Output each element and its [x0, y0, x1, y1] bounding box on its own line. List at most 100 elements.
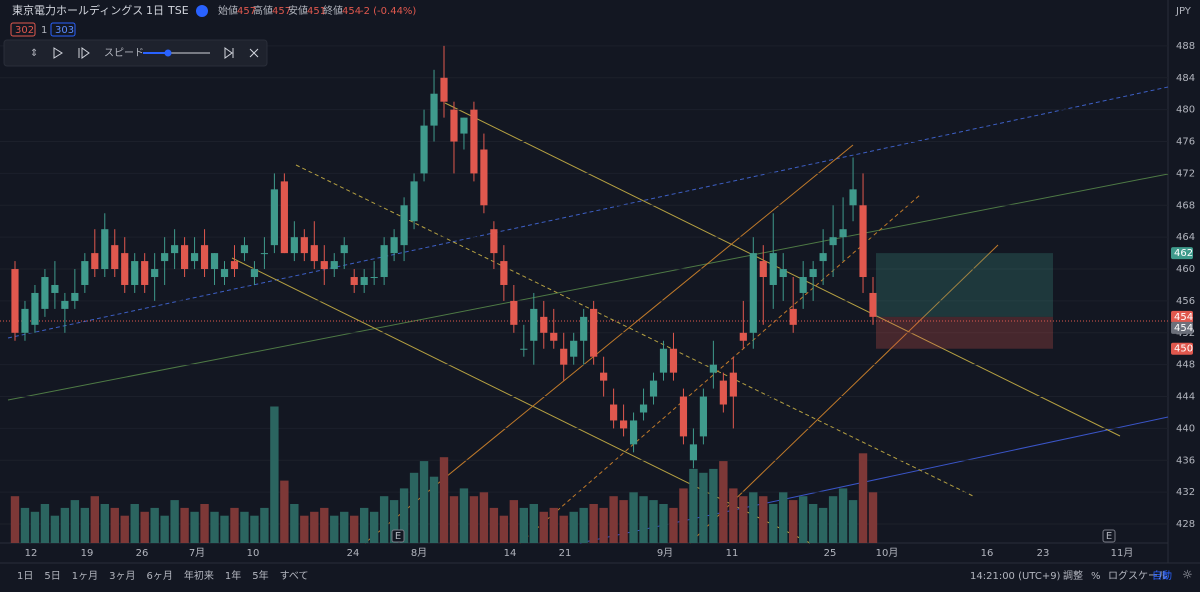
candle-body [580, 316, 588, 341]
range-button[interactable]: 1ヶ月 [72, 570, 98, 582]
candle-body [769, 253, 777, 285]
volume-bar [749, 492, 758, 543]
volume-bar [689, 468, 698, 543]
adjust[interactable]: 調整 [1063, 569, 1083, 582]
y-tick-label: 484 [1176, 73, 1195, 84]
candle-body [210, 253, 219, 270]
candle-body [190, 253, 199, 262]
range-button[interactable]: 3ヶ月 [109, 570, 135, 582]
candle-body [91, 253, 99, 270]
sell-price: 302 [15, 25, 34, 36]
volume-bar [190, 511, 199, 543]
volume-bar [639, 496, 648, 543]
volume-bar [350, 515, 359, 543]
volume-bar [798, 496, 808, 543]
price-tag-label: 462 [1174, 248, 1193, 259]
volume-bar [808, 504, 818, 543]
candle-body [61, 300, 69, 309]
range-button[interactable]: 6ヶ月 [147, 570, 173, 582]
range-button[interactable]: 5年 [252, 569, 268, 582]
candle-body [310, 245, 318, 262]
time: 14:21:00 (UTC+9) [970, 571, 1061, 582]
log-scale[interactable]: ログスケール [1108, 569, 1168, 582]
x-tick-label: 10 [247, 548, 260, 559]
candle-body [171, 245, 179, 254]
price-tag-label: 450 [1174, 344, 1193, 355]
volume-bar [838, 488, 848, 543]
candle-body [21, 308, 29, 333]
candle-body [819, 253, 827, 262]
volume-bar [609, 496, 618, 543]
drawings [0, 86, 1169, 544]
price-tag [1171, 310, 1193, 323]
range-button[interactable]: 年初来 [184, 569, 214, 582]
event-marker[interactable] [391, 529, 405, 543]
volume-bar [220, 515, 229, 543]
volume-bar [479, 492, 489, 543]
volume-bar [409, 472, 419, 543]
play-button[interactable] [53, 47, 63, 59]
volume-bar [449, 496, 459, 543]
range-button[interactable]: 5日 [44, 571, 60, 582]
volume-bar [250, 515, 259, 543]
y-tick-label: 476 [1176, 137, 1195, 148]
interval: 1日 [146, 4, 164, 17]
candle-body [340, 245, 348, 254]
x-tick-label: 19 [81, 548, 94, 559]
y-tick-label: 444 [1176, 392, 1195, 403]
event-marker[interactable] [1102, 529, 1116, 543]
volume-bar [569, 511, 578, 543]
volume-bar [589, 504, 598, 543]
volume-bar [709, 468, 718, 543]
candle-body [799, 277, 807, 293]
exchange: TSE [167, 4, 189, 17]
range-button[interactable]: 1日 [17, 571, 33, 582]
range-button[interactable]: 1年 [225, 569, 241, 582]
candle-body [200, 245, 209, 270]
candle-body [470, 109, 478, 174]
candle-body [151, 269, 159, 278]
jump-button[interactable] [224, 47, 234, 59]
x-tick-label: 11月 [1111, 547, 1134, 559]
candle-body [51, 284, 59, 293]
quantity: 1 [41, 25, 47, 36]
candle-body [520, 348, 528, 350]
volume-bar [389, 500, 399, 543]
candle-body [849, 189, 857, 206]
candle-body [161, 253, 169, 262]
y-tick-label: 428 [1176, 519, 1195, 530]
settings-icon[interactable]: ☼ [1182, 568, 1193, 582]
range-button[interactable]: すべて [280, 570, 309, 582]
select-bar[interactable]: ⇕ [30, 48, 38, 59]
speed-knob[interactable] [164, 49, 172, 57]
candle-body [689, 444, 698, 461]
volume-bar [459, 488, 469, 543]
percent[interactable]: % [1091, 571, 1101, 582]
candle-body [659, 348, 668, 373]
volume-bar [489, 507, 499, 543]
candle-body [390, 237, 398, 254]
x-tick-label: 8月 [411, 547, 427, 559]
volume-bar [619, 500, 628, 543]
volume-bar [649, 500, 658, 543]
change: -2 (-0.44%) [360, 6, 416, 17]
volume-bar [80, 507, 90, 543]
close-button[interactable] [249, 48, 259, 58]
candle-body [540, 316, 548, 333]
volume-bar [40, 504, 50, 543]
auto-scale[interactable]: 自動 [1152, 569, 1172, 582]
volume-bar [100, 504, 109, 543]
candle-body [370, 277, 378, 279]
volume-bar [739, 496, 748, 543]
volume-bar [10, 496, 20, 543]
buy-price: 303 [55, 25, 74, 36]
sell-button[interactable] [10, 22, 36, 37]
candle-body [181, 245, 189, 270]
replay-icon[interactable] [196, 5, 208, 17]
candle-body [400, 205, 408, 246]
step-button[interactable] [78, 47, 90, 59]
candle-body [719, 380, 727, 405]
candle-body [560, 348, 568, 365]
candle-body [290, 237, 298, 254]
buy-button[interactable] [50, 22, 76, 37]
